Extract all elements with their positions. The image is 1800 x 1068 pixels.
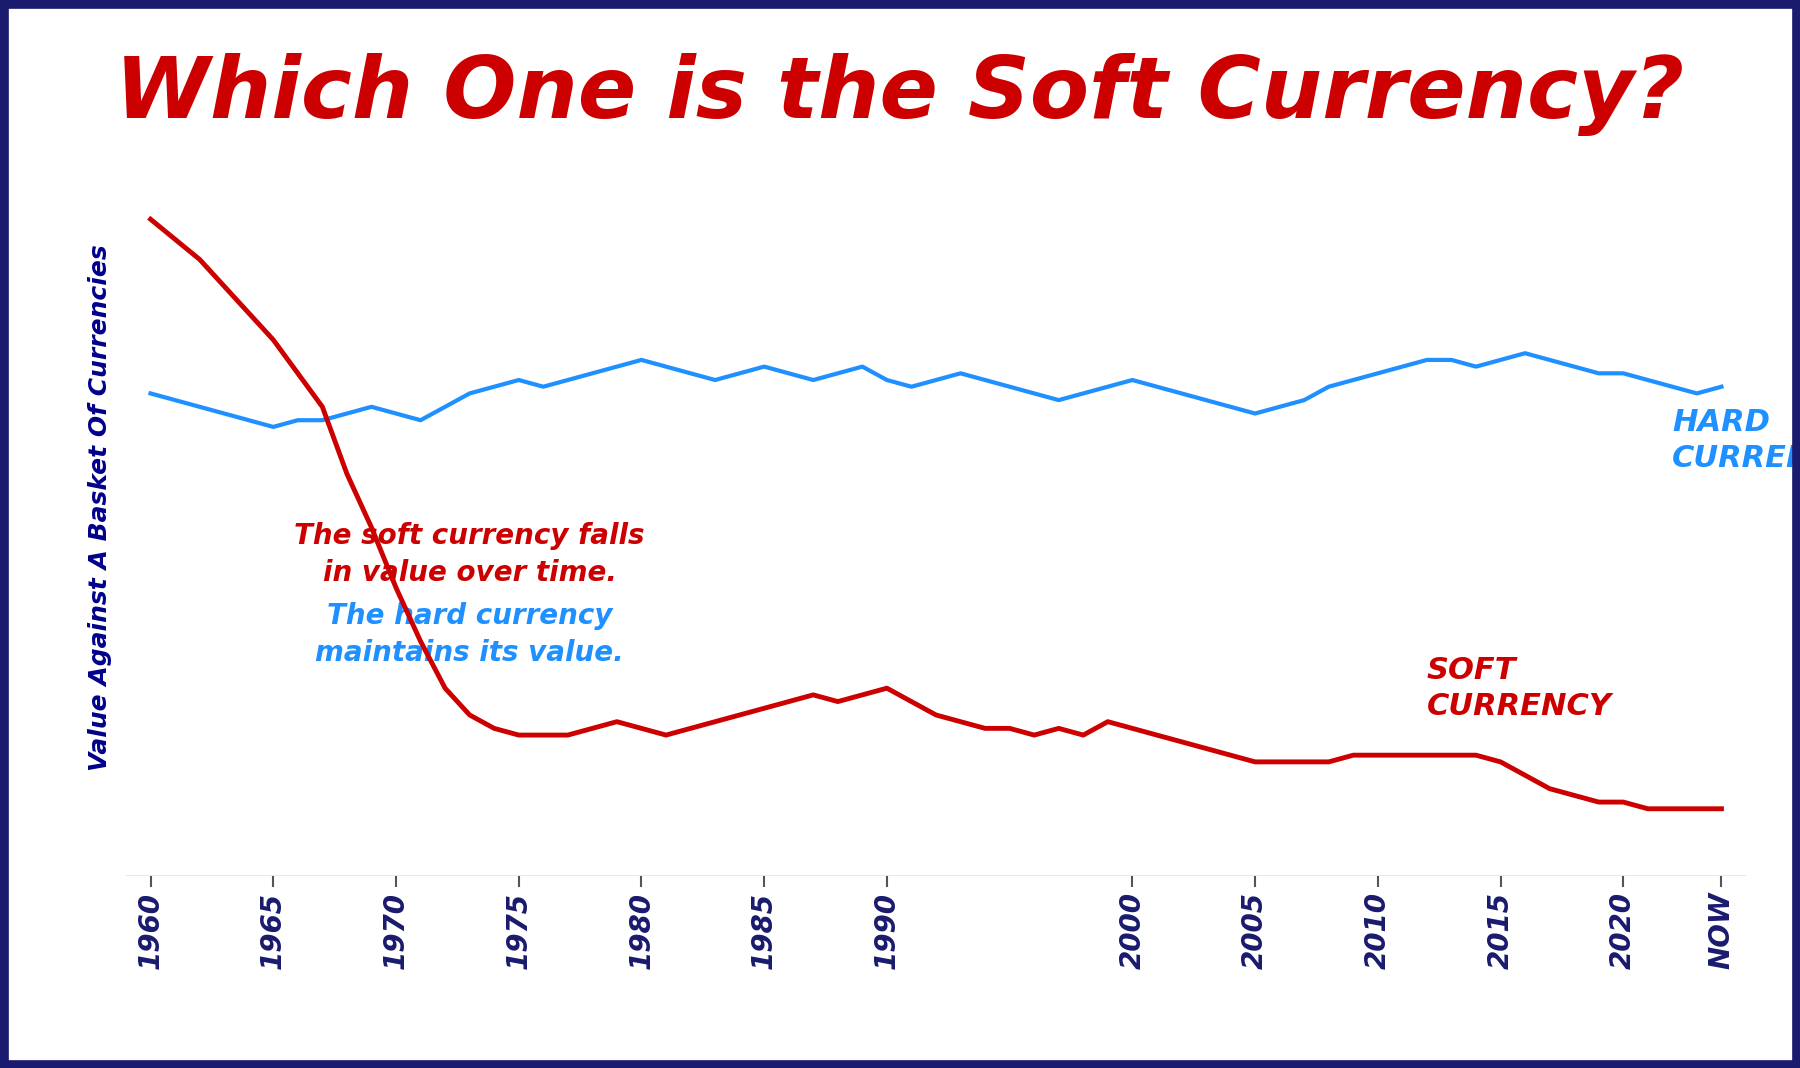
Y-axis label: Value Against A Basket Of Currencies: Value Against A Basket Of Currencies [88,244,112,771]
Text: Which One is the Soft Currency?: Which One is the Soft Currency? [115,53,1685,137]
Text: The soft currency falls
in value over time.: The soft currency falls in value over ti… [295,522,644,586]
Text: SOFT
CURRENCY: SOFT CURRENCY [1427,656,1613,721]
Text: The hard currency
maintains its value.: The hard currency maintains its value. [315,602,625,668]
Text: HARD
CURRENCY: HARD CURRENCY [1672,408,1800,473]
